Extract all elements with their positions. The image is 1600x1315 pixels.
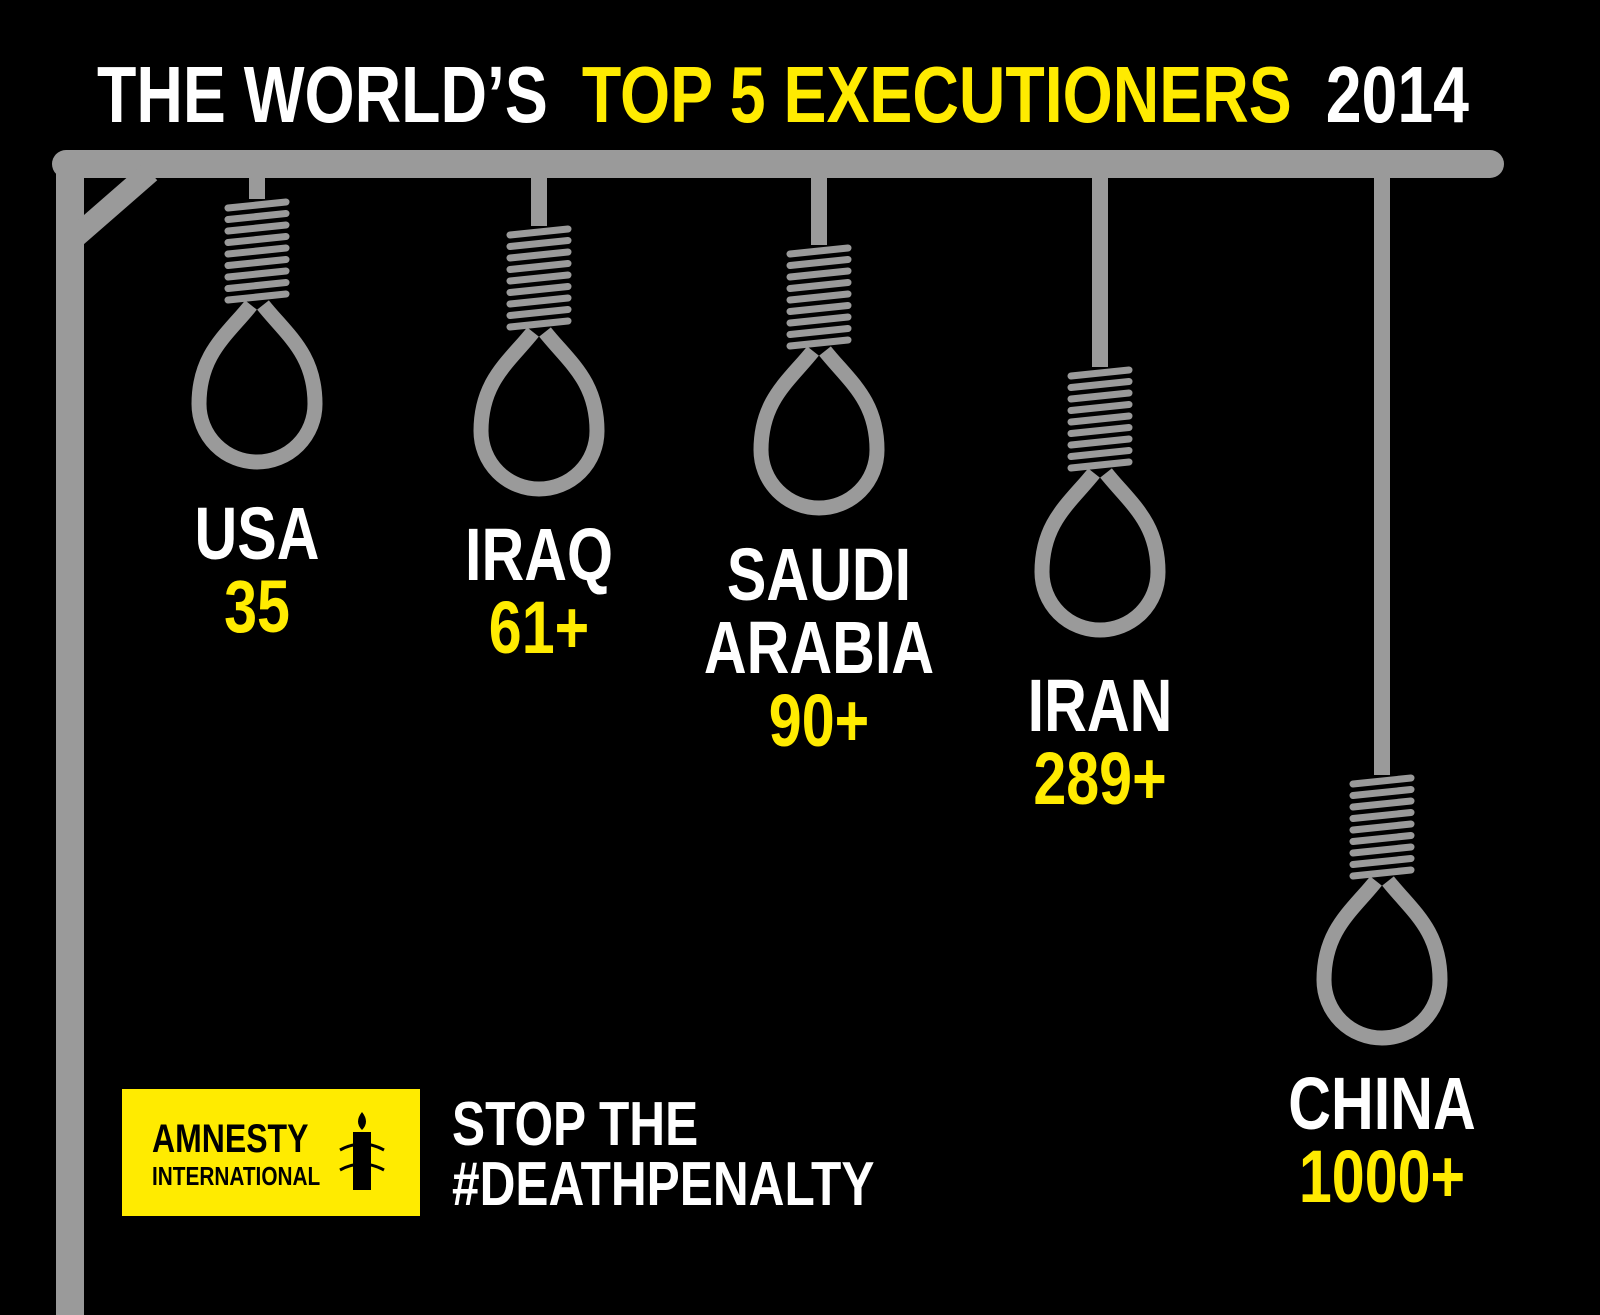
amnesty-logo: AMNESTY INTERNATIONAL (122, 1089, 420, 1216)
coil (224, 210, 290, 223)
coil (506, 271, 572, 285)
coil (1349, 820, 1415, 834)
execution-count: 35 (224, 566, 290, 649)
title-highlight: TOP 5 EXECUTIONERS (582, 50, 1292, 139)
coil (506, 283, 572, 296)
coil (224, 290, 290, 304)
execution-count: 1000+ (1299, 1136, 1465, 1219)
coil (506, 225, 572, 239)
coil (1349, 843, 1415, 857)
coil (1067, 389, 1133, 403)
execution-count: 61+ (489, 587, 589, 670)
title: THE WORLD’S TOP 5 EXECUTIONERS 2014 (97, 50, 1469, 139)
coil (1349, 809, 1415, 822)
country-name: ARABIA (704, 607, 934, 690)
coil (1349, 832, 1415, 845)
country-name: IRAN (1028, 665, 1173, 748)
coil (786, 279, 852, 292)
loop (753, 346, 885, 516)
coil (1349, 866, 1415, 880)
coil (1067, 435, 1133, 449)
coil (1067, 412, 1133, 426)
coil (1067, 401, 1133, 414)
coil (506, 317, 572, 331)
coil (1067, 458, 1133, 472)
logo-candle (339, 1112, 385, 1190)
execution-count: 90+ (769, 680, 869, 763)
coil (1349, 855, 1415, 868)
coil (786, 244, 852, 258)
coil (224, 267, 290, 281)
loop (1034, 468, 1166, 638)
slogan-line1: STOP THE (452, 1089, 698, 1159)
coil (506, 260, 572, 273)
coil (786, 267, 852, 281)
coil (1349, 786, 1415, 799)
country-name: IRAQ (465, 514, 613, 597)
title-before: THE WORLD’S (97, 50, 548, 139)
coil (224, 221, 290, 235)
coil (224, 256, 290, 269)
coil (1067, 447, 1133, 460)
coil (1349, 797, 1415, 811)
coil (786, 325, 852, 338)
coil (786, 336, 852, 350)
gallows-brace (64, 163, 158, 249)
slogan-line2: #DEATHPENALTY (452, 1149, 874, 1219)
loop (473, 327, 605, 497)
coil (506, 294, 572, 308)
coil (506, 306, 572, 319)
coil (1067, 366, 1133, 380)
coil (224, 279, 290, 292)
coil (1067, 378, 1133, 391)
logo-line2: INTERNATIONAL (152, 1162, 320, 1191)
coil (786, 256, 852, 269)
coil (786, 313, 852, 327)
coil (224, 233, 290, 246)
country-name: USA (195, 493, 320, 576)
coil (786, 302, 852, 315)
execution-count: 289+ (1033, 738, 1166, 821)
country-name: SAUDI (727, 534, 911, 617)
country-name: CHINA (1288, 1063, 1475, 1146)
coil (506, 248, 572, 262)
loop (191, 300, 323, 470)
logo-line1: AMNESTY (152, 1116, 308, 1161)
coil (224, 244, 290, 258)
coil (1349, 774, 1415, 788)
title-after: 2014 (1326, 50, 1470, 139)
coil (506, 237, 572, 250)
coil (224, 198, 290, 212)
coil (786, 290, 852, 304)
loop (1316, 876, 1448, 1046)
gallows (52, 150, 1504, 1315)
coil (1067, 424, 1133, 437)
